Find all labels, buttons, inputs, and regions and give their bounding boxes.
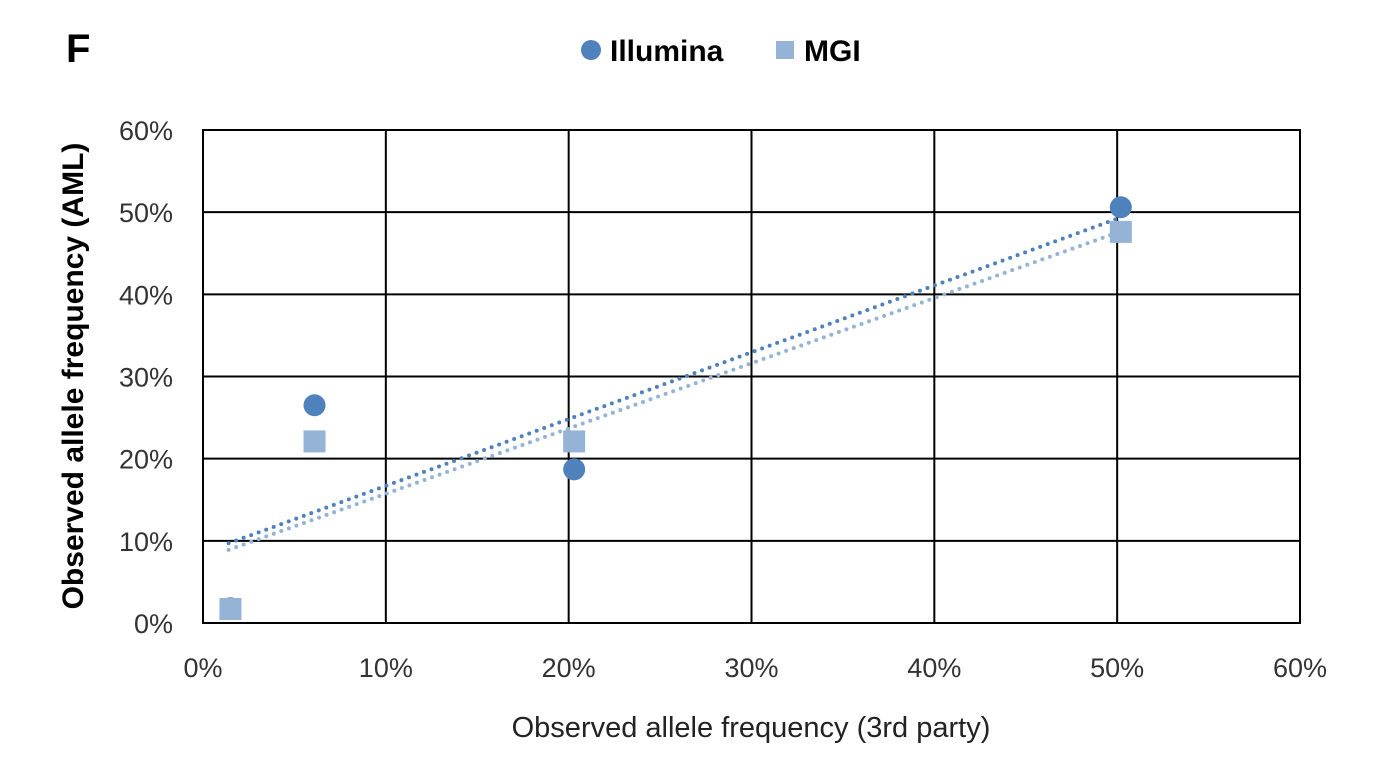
- x-tick-label: 10%: [359, 653, 413, 683]
- point-illumina-1: [303, 394, 326, 417]
- point-illumina-2: [563, 458, 586, 481]
- x-tick-label: 40%: [907, 653, 961, 683]
- trendline-illumina: [226, 216, 1120, 546]
- x-tick-label: 30%: [724, 653, 778, 683]
- x-tick-label: 0%: [183, 653, 222, 683]
- y-tick-label: 60%: [119, 116, 173, 146]
- x-tick-label: 50%: [1090, 653, 1144, 683]
- legend-label-illumina: Illumina: [610, 35, 724, 68]
- point-mgi-3: [1109, 220, 1132, 243]
- panel-label: F: [66, 27, 90, 71]
- data-points: [219, 196, 1132, 621]
- legend-marker-mgi: [776, 41, 794, 59]
- x-axis-ticks: 0% 10% 20% 30% 40% 50% 60%: [183, 653, 1327, 683]
- y-tick-label: 0%: [134, 609, 173, 639]
- trendline-mgi: [226, 230, 1120, 552]
- point-mgi-0: [219, 598, 242, 621]
- y-tick-label: 50%: [119, 198, 173, 228]
- y-axis-ticks: 0% 10% 20% 30% 40% 50% 60%: [119, 116, 173, 639]
- y-tick-label: 30%: [119, 363, 173, 393]
- y-tick-label: 40%: [119, 280, 173, 310]
- legend-marker-illumina: [581, 40, 601, 60]
- point-mgi-1: [303, 430, 326, 453]
- y-tick-label: 10%: [119, 527, 173, 557]
- legend-label-mgi: MGI: [804, 35, 861, 68]
- legend-item-illumina: Illumina: [581, 35, 724, 68]
- point-illumina-3: [1109, 196, 1132, 219]
- point-mgi-2: [563, 430, 586, 453]
- y-axis-label: Observed allele frequency (AML): [57, 143, 90, 610]
- legend: Illumina MGI: [581, 35, 861, 68]
- x-tick-label: 60%: [1273, 653, 1327, 683]
- x-axis-label: Observed allele frequency (3rd party): [512, 712, 991, 744]
- plot-area: [202, 129, 1301, 624]
- x-tick-label: 20%: [542, 653, 596, 683]
- grid-lines: [203, 130, 1300, 623]
- legend-item-mgi: MGI: [776, 35, 861, 68]
- trendlines: [226, 216, 1120, 552]
- y-tick-label: 20%: [119, 445, 173, 475]
